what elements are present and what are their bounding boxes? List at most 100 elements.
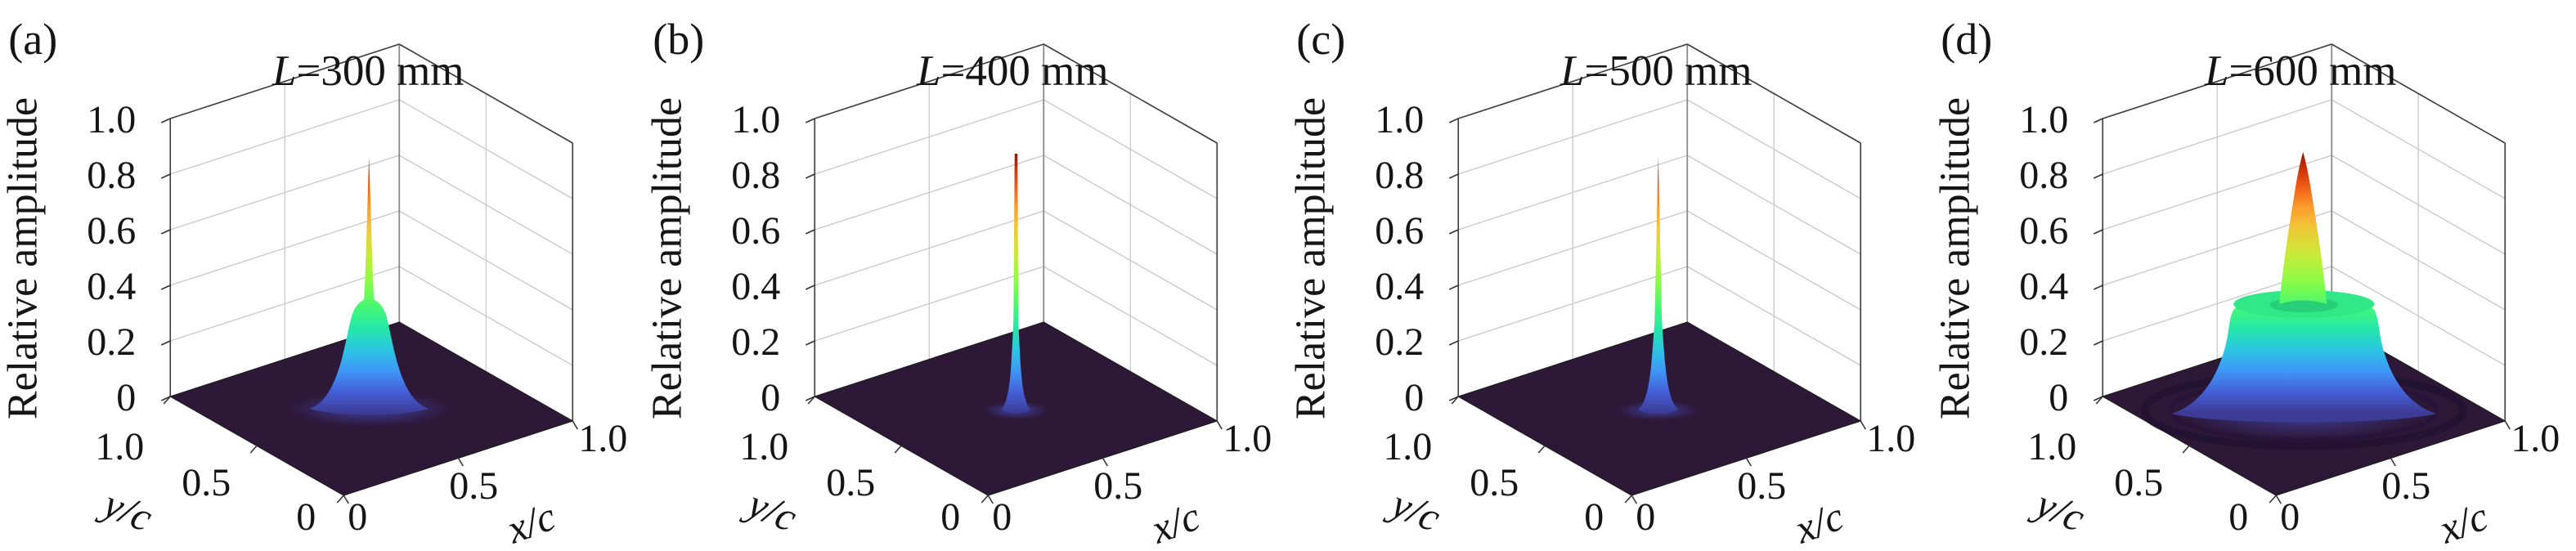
- z-axis-label: Relative amplitude: [644, 97, 690, 419]
- surface-peak: [1000, 154, 1030, 414]
- wall-gridlines: [1458, 82, 1861, 371]
- svg-text:0.6: 0.6: [2019, 209, 2068, 253]
- svg-text:1.0: 1.0: [731, 98, 780, 141]
- x-axis-label: x/c: [2432, 493, 2493, 551]
- tick-marks: [805, 118, 1223, 504]
- svg-text:1.0: 1.0: [1866, 417, 1915, 460]
- z-tick-labels: 0 0.2 0.4 0.6 0.8 1.0: [1375, 98, 1424, 419]
- wall-gridlines: [814, 82, 1218, 371]
- svg-text:1.0: 1.0: [578, 417, 627, 460]
- panel-a: (a) L=300 mm Relative amplitude 0 0.2 0.…: [0, 0, 644, 551]
- z-axis-label: Relative amplitude: [1288, 97, 1334, 419]
- svg-text:0.6: 0.6: [731, 209, 780, 253]
- tick-marks: [160, 118, 578, 504]
- surface-peak: [1638, 157, 1679, 414]
- svg-text:0.8: 0.8: [2019, 154, 2068, 197]
- y-axis-label: y/c: [1381, 478, 1447, 540]
- svg-text:0.5: 0.5: [1737, 464, 1786, 508]
- z-tick-labels: 0 0.2 0.4 0.6 0.8 1.0: [731, 98, 780, 419]
- svg-text:0.6: 0.6: [1375, 209, 1424, 253]
- svg-text:0: 0: [348, 495, 367, 539]
- svg-text:0.5: 0.5: [449, 464, 498, 508]
- title-value: =500 mm: [1584, 47, 1752, 95]
- wall-gridlines: [170, 82, 573, 371]
- svg-text:0: 0: [1584, 495, 1604, 539]
- title-variable: L: [2203, 47, 2228, 95]
- svg-text:0: 0: [1636, 495, 1655, 539]
- wall-gridlines: [2102, 82, 2506, 371]
- svg-text:0.5: 0.5: [2381, 464, 2430, 508]
- title-value: =400 mm: [940, 47, 1108, 95]
- panel-c: (c) L=500 mm Relative amplitude 0 0.2 0.…: [1288, 0, 1932, 551]
- svg-text:0.8: 0.8: [1375, 154, 1424, 197]
- y-tick-labels: 1.0 0.5 0: [739, 425, 960, 539]
- panel-title: L=400 mm: [915, 47, 1108, 95]
- surface-plot-a: (a) L=300 mm Relative amplitude 0 0.2 0.…: [0, 15, 627, 551]
- svg-text:0.8: 0.8: [87, 154, 136, 197]
- axes-box-edges: [169, 43, 574, 421]
- svg-text:1.0: 1.0: [739, 425, 788, 468]
- svg-text:0: 0: [2049, 376, 2068, 419]
- svg-text:1.0: 1.0: [87, 98, 136, 141]
- svg-text:0: 0: [296, 495, 316, 539]
- axes-box-edges: [813, 43, 1218, 421]
- svg-text:1.0: 1.0: [1375, 98, 1424, 141]
- svg-text:1.0: 1.0: [95, 425, 144, 468]
- x-tick-labels: 0 0.5 1.0: [1636, 417, 1915, 539]
- svg-text:0.5: 0.5: [826, 461, 875, 504]
- y-tick-labels: 1.0 0.5 0: [95, 425, 316, 539]
- x-axis-label: x/c: [1144, 493, 1205, 551]
- svg-text:0.5: 0.5: [182, 461, 231, 504]
- svg-text:1.0: 1.0: [2511, 417, 2560, 460]
- surface-peak: [309, 157, 429, 415]
- panel-d: (d) L=600 mm Relative amplitude 0 0.2 0.…: [1932, 0, 2576, 551]
- svg-text:0.4: 0.4: [87, 265, 136, 308]
- svg-text:0.4: 0.4: [731, 265, 780, 308]
- svg-text:1.0: 1.0: [1223, 417, 1272, 460]
- svg-text:0.4: 0.4: [2019, 265, 2068, 308]
- svg-text:0: 0: [1404, 376, 1424, 419]
- z-axis-label: Relative amplitude: [0, 97, 46, 419]
- z-tick-labels: 0 0.2 0.4 0.6 0.8 1.0: [87, 98, 136, 419]
- z-tick-labels: 0 0.2 0.4 0.6 0.8 1.0: [2019, 98, 2068, 419]
- svg-text:0.2: 0.2: [731, 320, 780, 364]
- x-tick-labels: 0 0.5 1.0: [2280, 417, 2560, 539]
- x-tick-labels: 0 0.5 1.0: [348, 417, 627, 539]
- title-value: =600 mm: [2228, 47, 2396, 95]
- tick-marks: [1448, 118, 1866, 504]
- svg-text:0.2: 0.2: [1375, 320, 1424, 364]
- svg-text:0.2: 0.2: [2019, 320, 2068, 364]
- y-tick-labels: 1.0 0.5 0: [2027, 425, 2248, 539]
- title-variable: L: [272, 47, 296, 95]
- y-axis-label: y/c: [93, 478, 159, 540]
- y-axis-label: y/c: [2026, 478, 2091, 540]
- svg-text:0: 0: [2228, 495, 2248, 539]
- panel-title: L=600 mm: [2203, 47, 2396, 95]
- svg-text:0: 0: [761, 376, 780, 419]
- z-axis-label: Relative amplitude: [1932, 97, 1978, 419]
- surface-plot-d: (d) L=600 mm Relative amplitude 0 0.2 0.…: [1932, 15, 2560, 551]
- y-axis-label: y/c: [738, 478, 803, 540]
- surface-plot-b: (b) L=400 mm Relative amplitude 0 0.2 0.…: [644, 15, 1272, 551]
- svg-text:0: 0: [940, 495, 960, 539]
- svg-text:1.0: 1.0: [1383, 425, 1432, 468]
- axes-box-edges: [1457, 43, 1862, 421]
- title-variable: L: [915, 47, 940, 95]
- surface-peak: [2278, 152, 2327, 304]
- panel-letter: (a): [8, 15, 57, 64]
- panel-letter: (c): [1296, 15, 1345, 64]
- svg-text:0.6: 0.6: [87, 209, 136, 253]
- panel-title: L=300 mm: [272, 47, 464, 95]
- surface-plot-c: (c) L=500 mm Relative amplitude 0 0.2 0.…: [1288, 15, 1915, 551]
- x-axis-label: x/c: [1788, 493, 1850, 551]
- svg-text:1.0: 1.0: [2019, 98, 2068, 141]
- svg-text:0.4: 0.4: [1375, 265, 1424, 308]
- svg-text:1.0: 1.0: [2027, 425, 2076, 468]
- svg-text:0: 0: [2280, 495, 2300, 539]
- svg-text:0.8: 0.8: [731, 154, 780, 197]
- svg-text:0.5: 0.5: [2114, 461, 2163, 504]
- svg-text:0.5: 0.5: [1470, 461, 1519, 504]
- title-value: =300 mm: [296, 47, 464, 95]
- surface-pedestal: [2170, 296, 2436, 423]
- axes-box-edges: [2101, 43, 2506, 421]
